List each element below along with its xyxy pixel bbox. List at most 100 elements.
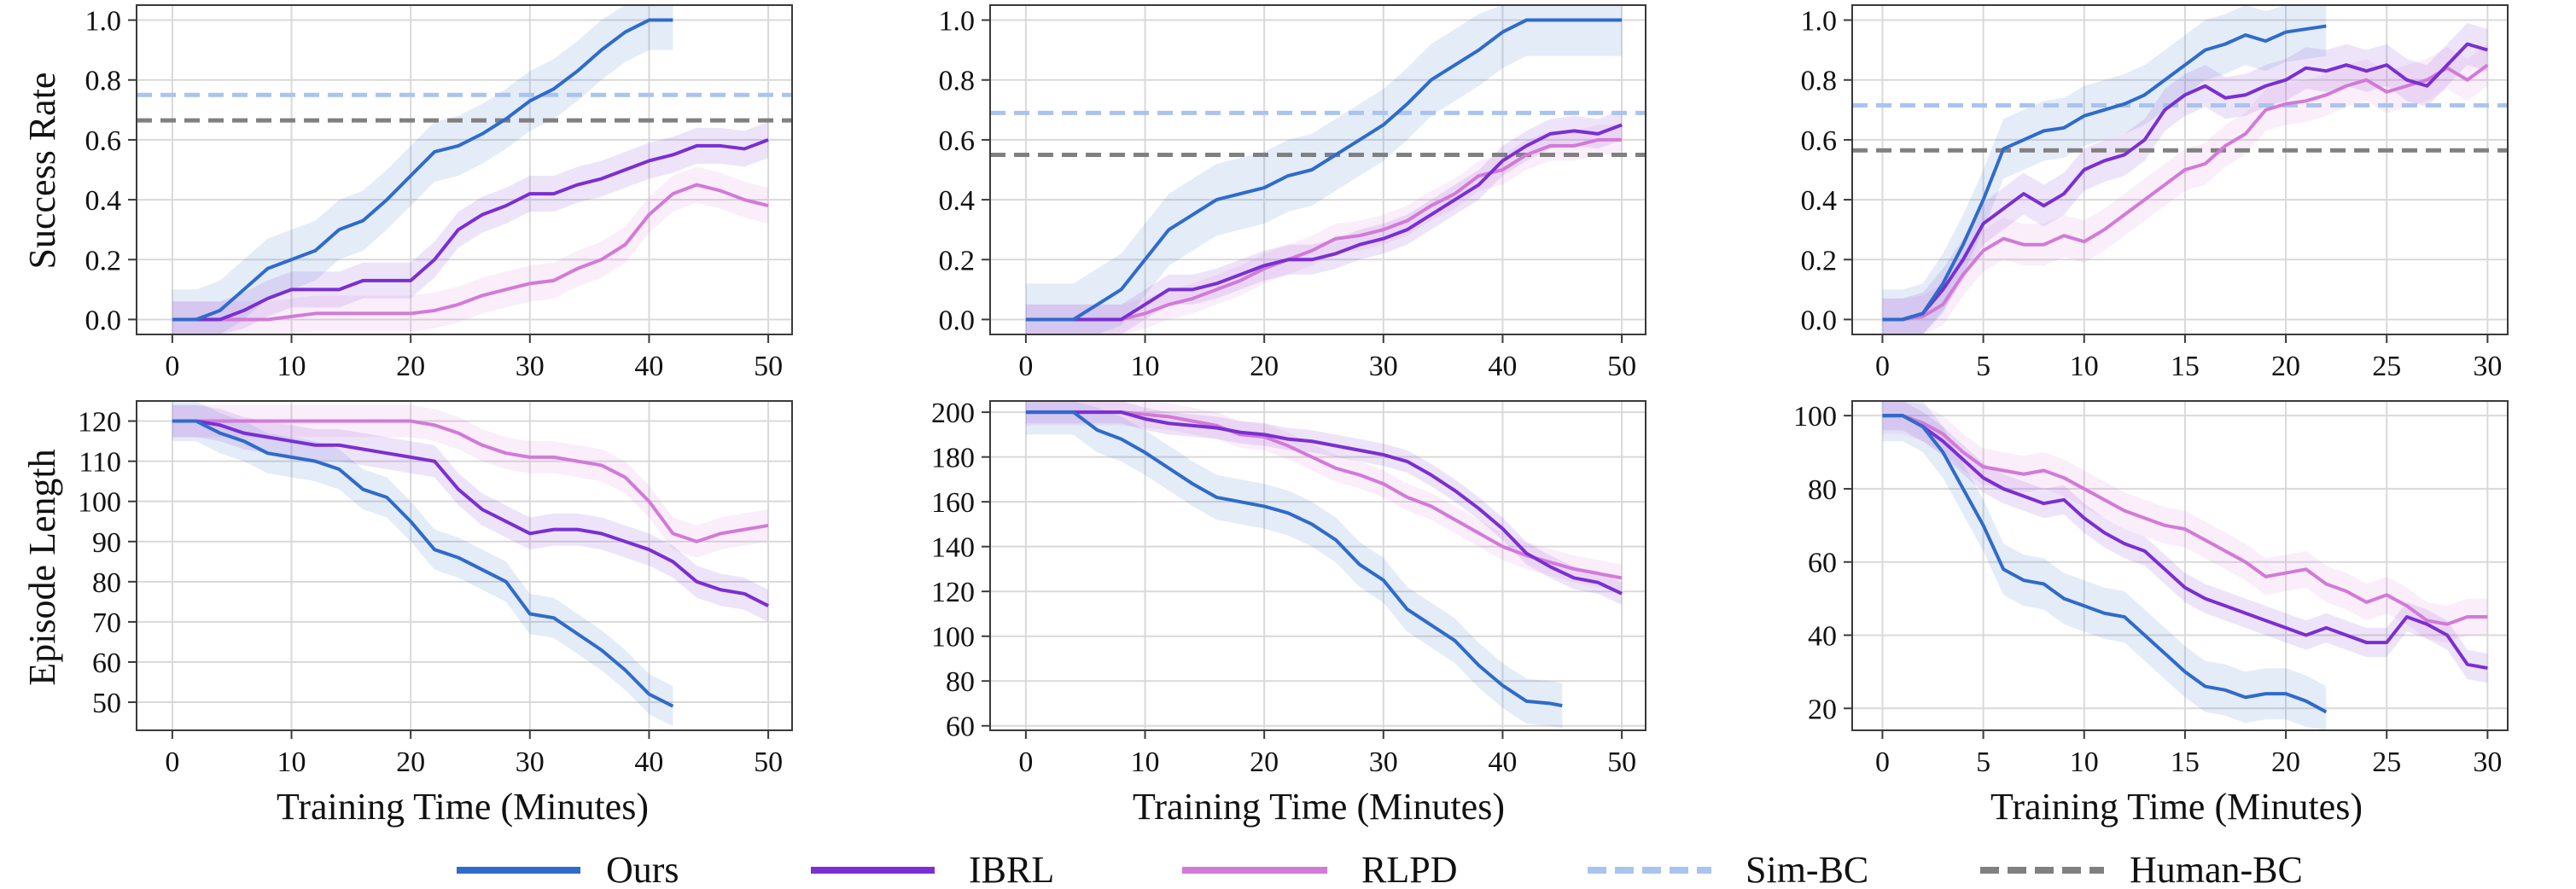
series-line-ours <box>1025 18 1623 322</box>
y-tick-label: 0.4 <box>85 185 122 217</box>
y-tick-label: 50 <box>92 688 121 719</box>
plot-frame <box>1851 4 2509 335</box>
plot-frame <box>989 4 1646 335</box>
band-ibrl <box>172 404 769 622</box>
xlabel-right: Training Time (Minutes) <box>1990 786 2363 828</box>
series-line-ibrl <box>172 138 769 322</box>
y-tick-label: 100 <box>931 622 975 654</box>
y-tick-label: 80 <box>1808 474 1837 506</box>
legend-label-sim-bc: Sim-BC <box>1746 849 1868 889</box>
panel-bottom-middle: 0 10 20 30 40 50 60 80 100 120 140 160 180 200 <box>931 398 1646 778</box>
series-line-rlpd <box>172 419 769 543</box>
x-tick-label: 30 <box>2473 351 2502 382</box>
x-tick-label: 10 <box>2070 351 2099 382</box>
x-tick-label: 40 <box>1488 351 1517 382</box>
x-tick-label: 20 <box>1250 351 1279 382</box>
y-tick-label: 0.0 <box>1801 305 1838 336</box>
band-ibrl <box>1025 109 1623 334</box>
plot-frame <box>989 400 1646 731</box>
y-tick-label: 120 <box>78 407 121 439</box>
x-tick-label: 20 <box>2271 747 2300 778</box>
x-tick-label: 40 <box>1488 747 1517 778</box>
y-tick-label: 180 <box>931 443 975 474</box>
y-tick-label: 0.8 <box>1801 66 1838 97</box>
series-line-ours <box>1025 410 1563 708</box>
x-tick-label: 0 <box>1875 351 1890 382</box>
plot-frame <box>1851 400 2509 731</box>
series-line-rlpd <box>1025 137 1623 322</box>
y-tick-label: 60 <box>946 712 975 743</box>
x-tick-label: 10 <box>277 747 306 778</box>
x-tick-label: 30 <box>1369 747 1398 778</box>
x-tick-label: 30 <box>516 351 545 382</box>
band-ibrl <box>1882 401 2488 683</box>
xlabel-middle: Training Time (Minutes) <box>1133 786 1505 828</box>
x-tick-label: 50 <box>754 351 783 382</box>
y-tick-label: 0.4 <box>1801 185 1838 217</box>
x-tick-label: 25 <box>2372 351 2401 382</box>
series-line-ibrl <box>1025 410 1623 596</box>
plot-frame <box>136 4 793 335</box>
x-tick-label: 40 <box>634 747 663 778</box>
y-tick-label: 1.0 <box>85 6 122 38</box>
x-tick-label: 0 <box>1875 747 1890 778</box>
band-ours <box>1025 401 1563 729</box>
series-line-ours <box>172 18 673 322</box>
x-tick-label: 10 <box>1131 747 1160 778</box>
y-tick-label: 90 <box>92 527 121 559</box>
series-line-ours <box>172 419 674 708</box>
y-tick-label: 110 <box>79 447 121 479</box>
x-tick-label: 20 <box>396 747 425 778</box>
x-tick-label: 50 <box>754 747 783 778</box>
y-tick-label: 60 <box>92 648 121 679</box>
x-tick-label: 25 <box>2372 747 2401 778</box>
y-tick-label: 200 <box>931 398 975 429</box>
y-tick-label: 80 <box>946 666 975 698</box>
band-ibrl <box>172 121 769 334</box>
legend: Ours IBRL RLPD Sim-BC Human-BC <box>457 849 2303 889</box>
panel-top-left: 0 10 20 30 40 50 0.0 0.2 0.4 0.6 0.8 1.0 <box>85 4 793 382</box>
band-ours <box>172 5 673 334</box>
y-tick-label: 140 <box>931 532 975 564</box>
panel-top-middle: 0 10 20 30 40 50 0.0 0.2 0.4 0.6 0.8 1.0 <box>939 4 1646 382</box>
band-ours <box>1882 5 2327 334</box>
ylabel-success-rate: Success Rate <box>21 73 63 270</box>
y-tick-label: 70 <box>92 607 121 639</box>
y-tick-label: 60 <box>1808 548 1837 579</box>
legend-label-human-bc: Human-BC <box>2130 849 2303 889</box>
y-tick-label: 100 <box>1793 401 1837 433</box>
ylabel-episode-length: Episode Length <box>21 449 63 685</box>
x-tick-label: 50 <box>1607 351 1636 382</box>
series-line-ibrl <box>1882 42 2488 322</box>
x-tick-label: 30 <box>1369 351 1398 382</box>
x-tick-label: 50 <box>1607 747 1636 778</box>
x-tick-label: 5 <box>1976 351 1990 382</box>
legend-label-rlpd: RLPD <box>1361 849 1457 889</box>
x-tick-label: 20 <box>2271 351 2300 382</box>
series-line-ours <box>1882 24 2327 322</box>
band-rlpd <box>1882 44 2488 334</box>
series-line-rlpd <box>1882 414 2488 626</box>
series-line-rlpd <box>1882 63 2489 322</box>
series-line-ibrl <box>1025 123 1623 322</box>
panels: 0 10 20 30 40 500.00.20.40.60.81.00 10 20 30 40 50… <box>78 4 2509 778</box>
y-tick-label: 0.0 <box>939 305 976 336</box>
y-tick-label: 0.2 <box>1801 245 1838 276</box>
y-tick-label: 0.2 <box>939 245 976 276</box>
x-tick-label: 30 <box>2473 747 2502 778</box>
series-line-ours <box>1882 414 2328 714</box>
panel-bottom-right: 0 5 10 15 20 25 30 20 40 60 80 100 <box>1793 400 2509 778</box>
series-line-ibrl <box>172 419 769 607</box>
series-line-rlpd <box>172 183 769 322</box>
legend-label-ibrl: IBRL <box>969 849 1054 889</box>
y-tick-label: 0.4 <box>939 185 976 217</box>
y-tick-label: 1.0 <box>939 6 976 38</box>
xlabel-left: Training Time (Minutes) <box>277 786 649 828</box>
panel-top-right: 0 5 10 15 20 25 30 0.0 0.2 0.4 0.6 0.8 1.0 <box>1801 4 2509 382</box>
x-tick-label: 5 <box>1976 747 1990 778</box>
y-tick-label: 0.8 <box>85 66 122 97</box>
x-tick-label: 10 <box>2070 747 2099 778</box>
legend-label-ours: Ours <box>606 849 679 889</box>
x-tick-label: 0 <box>1018 351 1033 382</box>
